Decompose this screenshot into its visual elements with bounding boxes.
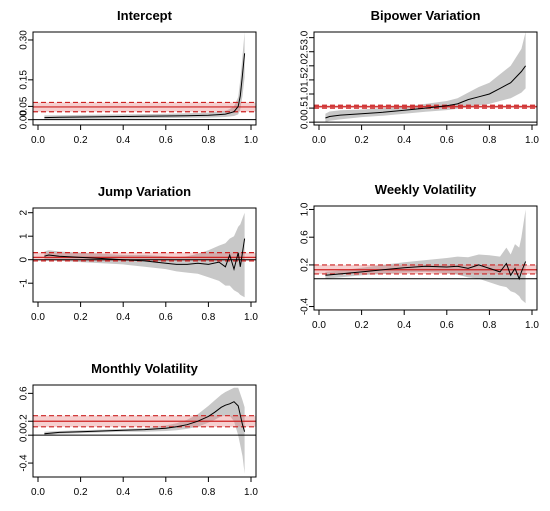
plot-frame — [32, 384, 257, 478]
series-line — [325, 261, 527, 281]
x-tick-label: 0.8 — [201, 135, 215, 146]
y-tick-label: -0.4 — [300, 297, 311, 315]
plot-frame — [313, 31, 538, 126]
y-tick-label: 1.0 — [300, 87, 311, 101]
panel-title: Intercept — [117, 8, 173, 23]
x-tick-label: 1.0 — [244, 135, 258, 146]
y-tick-label: -0.4 — [19, 454, 30, 472]
x-tick-label: 1.0 — [244, 487, 258, 498]
y-tick-label: 0.2 — [19, 414, 30, 428]
y-tick-label: 0 — [19, 256, 30, 262]
panel-title: Weekly Volatility — [375, 182, 477, 197]
chart-panel: Weekly Volatility 0.0 0.2 0.4 0.6 0.8 1.0 -0.4 0… — [300, 182, 540, 331]
x-tick-label: 0.4 — [397, 135, 411, 146]
y-tick-label: 1.0 — [300, 202, 311, 216]
x-tick-label: 0.2 — [74, 487, 88, 498]
y-tick-label: 0.6 — [19, 386, 30, 400]
panel-title: Bipower Variation — [371, 8, 481, 23]
y-tick-label: 0.15 — [19, 70, 30, 90]
y-tick-label: 2.5 — [300, 44, 311, 58]
y-tick-label: 1 — [19, 233, 30, 239]
x-tick-label: 0.4 — [116, 135, 130, 146]
y-tick-label: 1.5 — [300, 73, 311, 87]
x-tick-label: 0.2 — [74, 312, 88, 323]
x-tick-label: 0.2 — [74, 135, 88, 146]
y-tick-label: 3.0 — [300, 30, 311, 44]
x-tick-label: 0.8 — [482, 135, 496, 146]
x-tick-label: 0.6 — [440, 320, 454, 331]
panel-title: Monthly Volatility — [91, 361, 198, 376]
series-line — [44, 401, 246, 435]
x-tick-label: 0.0 — [312, 320, 326, 331]
plot-frame — [313, 205, 538, 311]
x-tick-label: 0.4 — [116, 487, 130, 498]
x-tick-label: 0.6 — [440, 135, 454, 146]
y-tick-label: 2 — [19, 209, 30, 215]
confidence-band — [44, 32, 245, 120]
y-tick-label: 0.2 — [300, 258, 311, 272]
series-line — [325, 65, 527, 119]
x-tick-label: 1.0 — [244, 312, 258, 323]
x-tick-label: 0.0 — [312, 135, 326, 146]
plot-frame — [32, 31, 257, 126]
x-tick-label: 0.0 — [31, 312, 45, 323]
chart-panel: Intercept 0.0 0.2 0.4 0.6 0.8 1.0 0.000.05 0.15 0… — [19, 8, 259, 146]
x-tick-label: 0.8 — [482, 320, 496, 331]
x-tick-label: 0.6 — [159, 312, 173, 323]
x-tick-label: 0.4 — [397, 320, 411, 331]
x-tick-label: 0.0 — [31, 487, 45, 498]
confidence-band — [44, 212, 245, 298]
chart-panel: Jump Variation 0.0 0.2 0.4 0.6 0.8 1.0 -1 0 1 2 — [19, 184, 259, 323]
y-tick-label: 2.0 — [300, 58, 311, 72]
x-tick-label: 0.2 — [355, 135, 369, 146]
y-tick-label: 0.0 — [300, 115, 311, 129]
y-tick-label: 0.00 — [19, 110, 30, 130]
y-tick-label: 0.5 — [300, 101, 311, 115]
x-tick-label: 0.6 — [159, 487, 173, 498]
y-tick-label: 0.0 — [19, 428, 30, 442]
plot-frame — [32, 207, 257, 303]
x-tick-label: 0.0 — [31, 135, 45, 146]
x-tick-label: 0.4 — [116, 312, 130, 323]
x-tick-label: 0.8 — [201, 487, 215, 498]
y-tick-label: 0.05 — [19, 96, 30, 116]
series-line — [44, 238, 246, 271]
panel-title: Jump Variation — [98, 184, 191, 199]
series-line — [44, 53, 246, 119]
y-tick-label: 0.30 — [19, 30, 30, 50]
confidence-band — [325, 209, 526, 304]
y-tick-label: 0.6 — [300, 230, 311, 244]
confidence-band — [44, 387, 245, 474]
y-tick-label: -1 — [19, 278, 30, 287]
x-tick-label: 1.0 — [525, 320, 539, 331]
x-tick-label: 1.0 — [525, 135, 539, 146]
x-tick-label: 0.2 — [355, 320, 369, 331]
x-tick-label: 0.8 — [201, 312, 215, 323]
confidence-band — [325, 32, 526, 123]
x-tick-label: 0.6 — [159, 135, 173, 146]
